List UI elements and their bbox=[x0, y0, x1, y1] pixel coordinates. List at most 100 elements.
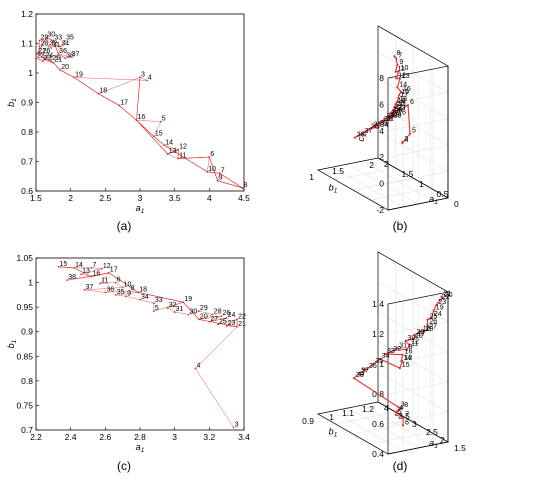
data-point bbox=[352, 377, 356, 380]
data-point bbox=[59, 45, 62, 48]
y-axis-label: b1 bbox=[6, 98, 18, 107]
point-label: 22 bbox=[238, 313, 246, 320]
data-point bbox=[394, 102, 397, 106]
y-tick-label: 1.1 bbox=[342, 408, 354, 418]
data-point bbox=[38, 45, 41, 48]
point-label: 36 bbox=[371, 124, 379, 131]
data-point bbox=[166, 153, 169, 156]
data-point bbox=[194, 367, 197, 370]
data-point bbox=[395, 77, 398, 80]
data-point bbox=[432, 309, 435, 312]
data-point bbox=[411, 337, 415, 341]
y-tick-label: 0.85 bbox=[16, 351, 33, 361]
point-label: 21 bbox=[444, 291, 452, 298]
data-point bbox=[396, 409, 399, 413]
data-point bbox=[395, 105, 399, 108]
point-label: 30 bbox=[408, 335, 416, 342]
point-label: 9 bbox=[399, 59, 403, 66]
point-label: 12 bbox=[179, 144, 187, 151]
data-point bbox=[118, 104, 121, 107]
data-point bbox=[64, 39, 67, 42]
data-point bbox=[52, 39, 55, 42]
point-label: 14 bbox=[399, 81, 407, 88]
data-point bbox=[353, 136, 356, 139]
x-tick-label: 2 bbox=[384, 159, 389, 169]
data-point bbox=[401, 360, 404, 363]
point-label: 23 bbox=[438, 299, 446, 306]
x-tick-label: 0.5 bbox=[437, 189, 449, 199]
x-tick-label: 3.5 bbox=[169, 193, 181, 203]
z-tick-label: 1.4 bbox=[372, 299, 384, 309]
data-point bbox=[399, 90, 403, 93]
y-tick-label: 0.95 bbox=[16, 302, 33, 312]
data-point bbox=[398, 93, 401, 96]
point-label: 15 bbox=[401, 89, 409, 96]
point-label: 21 bbox=[399, 100, 407, 107]
point-label: 14 bbox=[75, 262, 83, 269]
data-point bbox=[225, 324, 228, 327]
data-point bbox=[73, 76, 76, 79]
data-point bbox=[426, 318, 429, 321]
point-label: 18 bbox=[399, 96, 407, 103]
point-label: 23 bbox=[44, 55, 52, 62]
data-point bbox=[166, 307, 169, 310]
z-tick-label: 1.2 bbox=[372, 329, 384, 339]
point-label: 10 bbox=[415, 333, 423, 340]
point-label: 4 bbox=[196, 363, 200, 370]
data-point bbox=[394, 109, 397, 112]
data-point bbox=[220, 315, 223, 317]
data-point bbox=[47, 45, 50, 48]
x-axis-label: a1 bbox=[136, 442, 145, 454]
point-label: 33 bbox=[155, 297, 163, 304]
point-label: 10 bbox=[401, 65, 409, 72]
point-label: 29 bbox=[40, 35, 48, 42]
floor bbox=[317, 401, 449, 455]
point-label: 36 bbox=[106, 286, 114, 293]
y-tick-label: 1 bbox=[329, 412, 334, 422]
data-point bbox=[392, 108, 395, 112]
point-label: 3 bbox=[235, 422, 239, 429]
point-label: 6 bbox=[210, 151, 214, 158]
data-point bbox=[383, 117, 386, 120]
y-axis-label: b1 bbox=[329, 427, 338, 439]
point-label: 11 bbox=[398, 66, 405, 73]
point-label: 37 bbox=[86, 284, 94, 291]
y-tick-label: 1.1 bbox=[21, 39, 33, 49]
point-label: 17 bbox=[418, 331, 426, 338]
y-tick-label: 2 bbox=[369, 160, 374, 170]
z-axis-label: c1 bbox=[356, 133, 368, 142]
point-label: 17 bbox=[120, 99, 128, 106]
data-point bbox=[152, 135, 155, 138]
point-label: 28 bbox=[425, 326, 433, 333]
point-label: 27 bbox=[429, 324, 437, 331]
point-label: 5 bbox=[155, 305, 159, 312]
trajectory-path bbox=[36, 37, 243, 189]
data-point bbox=[383, 120, 386, 123]
data-point bbox=[393, 55, 396, 58]
point-label: 9 bbox=[409, 344, 413, 351]
data-point bbox=[57, 52, 60, 55]
caption-d: (d) bbox=[393, 459, 408, 473]
point-label: 7 bbox=[92, 262, 96, 269]
data-point bbox=[198, 318, 200, 321]
z-tick-label: 8 bbox=[379, 73, 384, 83]
point-label: 4 bbox=[405, 137, 409, 144]
data-point bbox=[426, 323, 429, 326]
caption-c: (c) bbox=[117, 459, 131, 473]
point-label: 37 bbox=[361, 367, 369, 374]
point-label: 19 bbox=[75, 71, 83, 78]
data-point bbox=[398, 77, 401, 80]
data-point bbox=[365, 367, 369, 371]
point-label: 38 bbox=[356, 372, 364, 379]
point-label: 9 bbox=[219, 175, 223, 182]
data-point bbox=[401, 407, 404, 410]
point-label: 17 bbox=[110, 267, 118, 274]
x-axis-label: a1 bbox=[429, 438, 438, 450]
x-tick-label: 1.5 bbox=[454, 443, 466, 453]
point-label: 32 bbox=[384, 116, 392, 123]
x-tick-label: 3 bbox=[172, 432, 177, 442]
data-point bbox=[50, 47, 53, 49]
point-label: 35 bbox=[375, 358, 383, 365]
data-point bbox=[394, 70, 397, 73]
point-label: 7 bbox=[398, 52, 402, 59]
